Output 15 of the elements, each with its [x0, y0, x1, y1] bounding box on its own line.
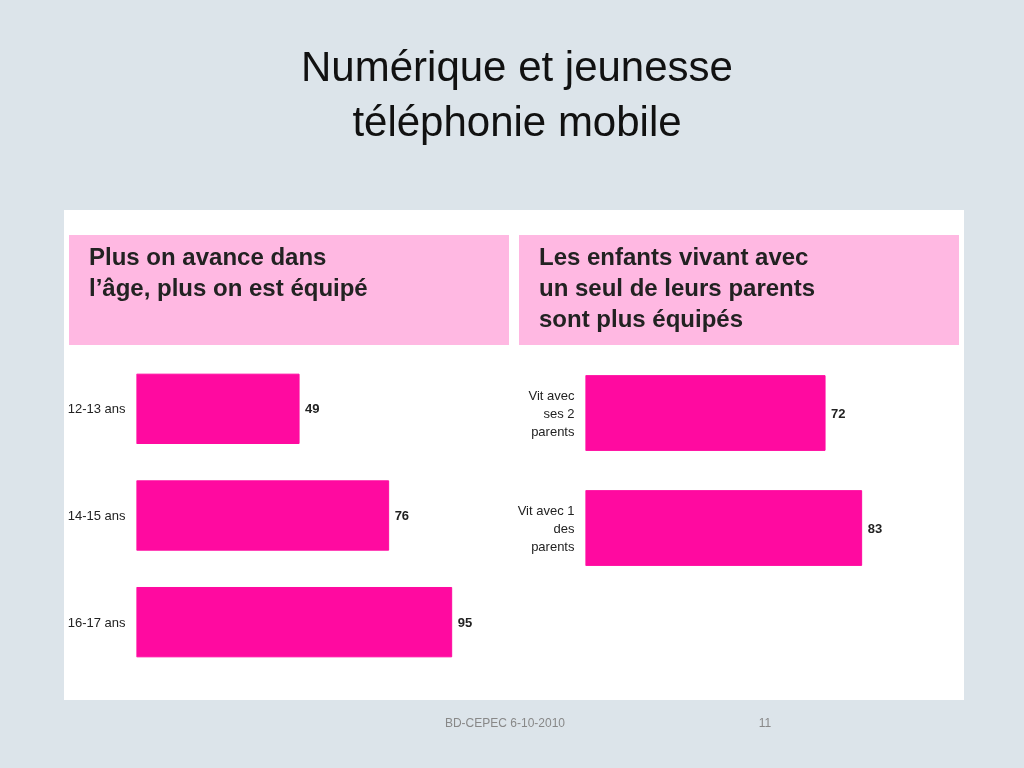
- y-tick-label: Vit avec 1 des parents: [517, 502, 575, 554]
- chart-subtitle: Plus on avance dans l’âge, plus on est équipé: [89, 242, 368, 304]
- chart-title: Numérique et jeunesse téléphonie mobile: [301, 42, 733, 147]
- y-tick-label: 16-17 ans: [67, 614, 126, 630]
- data-label: 95: [457, 614, 473, 630]
- text: 11: [758, 715, 772, 732]
- y-tick-label: 14-15 ans: [67, 508, 126, 523]
- data-label: 49: [305, 401, 320, 417]
- data-label: 83: [867, 520, 883, 536]
- data-label: 72: [831, 405, 846, 421]
- y-tick-label: 12-13 ans: [67, 401, 126, 417]
- chart-title: Les enfants vivant avec un seul de leurs parents sont plus équipés: [539, 242, 816, 335]
- text: BD-CEPEC 6-10-2010: [444, 715, 565, 732]
- data-label: 76: [394, 508, 410, 523]
- y-tick-label: Vit avec ses 2 parents: [528, 387, 575, 439]
